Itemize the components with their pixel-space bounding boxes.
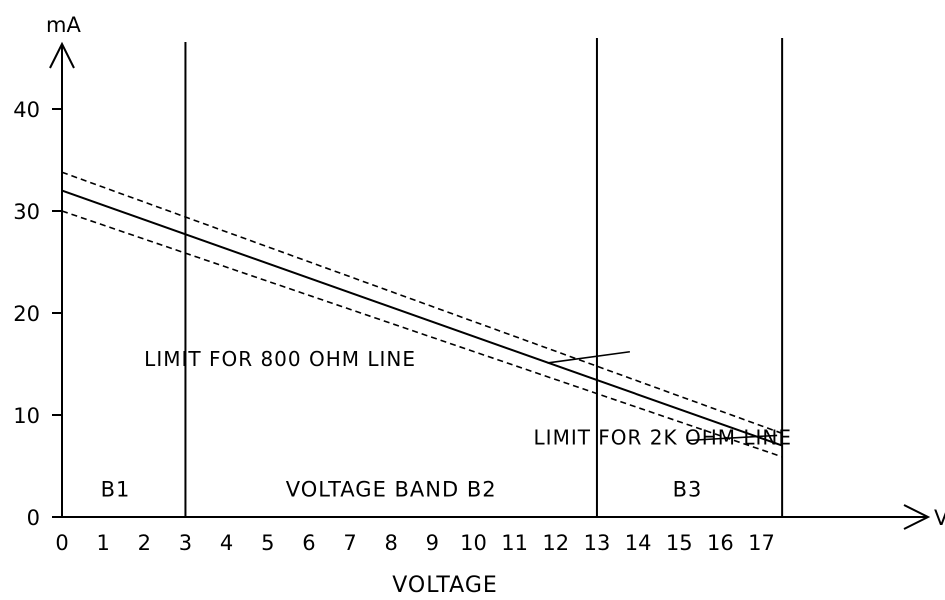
series-line-2 (61, 210, 783, 458)
annotation-label: LIMIT FOR 2K OHM LINE (534, 426, 793, 450)
series-line-1 (61, 171, 783, 435)
band-label: VOLTAGE BAND B2 (286, 478, 497, 502)
x-tick-label: 11 (501, 531, 528, 555)
series-line-0 (61, 189, 783, 447)
y-tick-label: 10 (13, 404, 40, 428)
x-tick-label: 9 (426, 531, 439, 555)
annotations: B1 VOLTAGE BAND B2 B3 LIMIT FOR 800 OHM LIN… (101, 347, 793, 502)
x-tick-label: 4 (220, 531, 233, 555)
band-label: B1 (101, 478, 131, 502)
x-tick-label: 12 (542, 531, 569, 555)
x-axis-title: VOLTAGE (392, 573, 498, 598)
y-tick-label: 30 (13, 200, 40, 224)
x-tick-label: 16 (707, 531, 734, 555)
axes (49, 41, 931, 530)
y-unit-label: mA (46, 13, 81, 37)
annotation-leader (687, 434, 778, 442)
x-tick-label: 2 (138, 531, 151, 555)
x-tick-label: 17 (748, 531, 775, 555)
annotation-label: LIMIT FOR 800 OHM LINE (144, 347, 416, 371)
x-tick-label: 6 (302, 531, 315, 555)
series-lines (61, 171, 783, 458)
x-tick-label: 5 (261, 531, 274, 555)
x-tick-label: 3 (179, 531, 192, 555)
x-tick-label: 14 (625, 531, 652, 555)
x-axis-arrow (903, 504, 931, 530)
x-tick-label: 10 (460, 531, 487, 555)
y-axis-arrow (49, 41, 75, 69)
x-tick-label: 1 (96, 531, 109, 555)
annotation-leader (547, 350, 630, 364)
x-tick-label: 13 (584, 531, 611, 555)
x-tick-label: 7 (343, 531, 356, 555)
y-tick-label: 20 (13, 302, 40, 326)
x-tick-label: 0 (55, 531, 68, 555)
voltage-band-lines (184, 38, 784, 517)
band-label: B3 (673, 478, 703, 502)
x-tick-label: 8 (385, 531, 398, 555)
x-unit-label: V (934, 506, 945, 530)
x-tick-label: 15 (666, 531, 693, 555)
y-tick-label: 0 (27, 506, 40, 530)
y-tick-label: 40 (13, 98, 40, 122)
